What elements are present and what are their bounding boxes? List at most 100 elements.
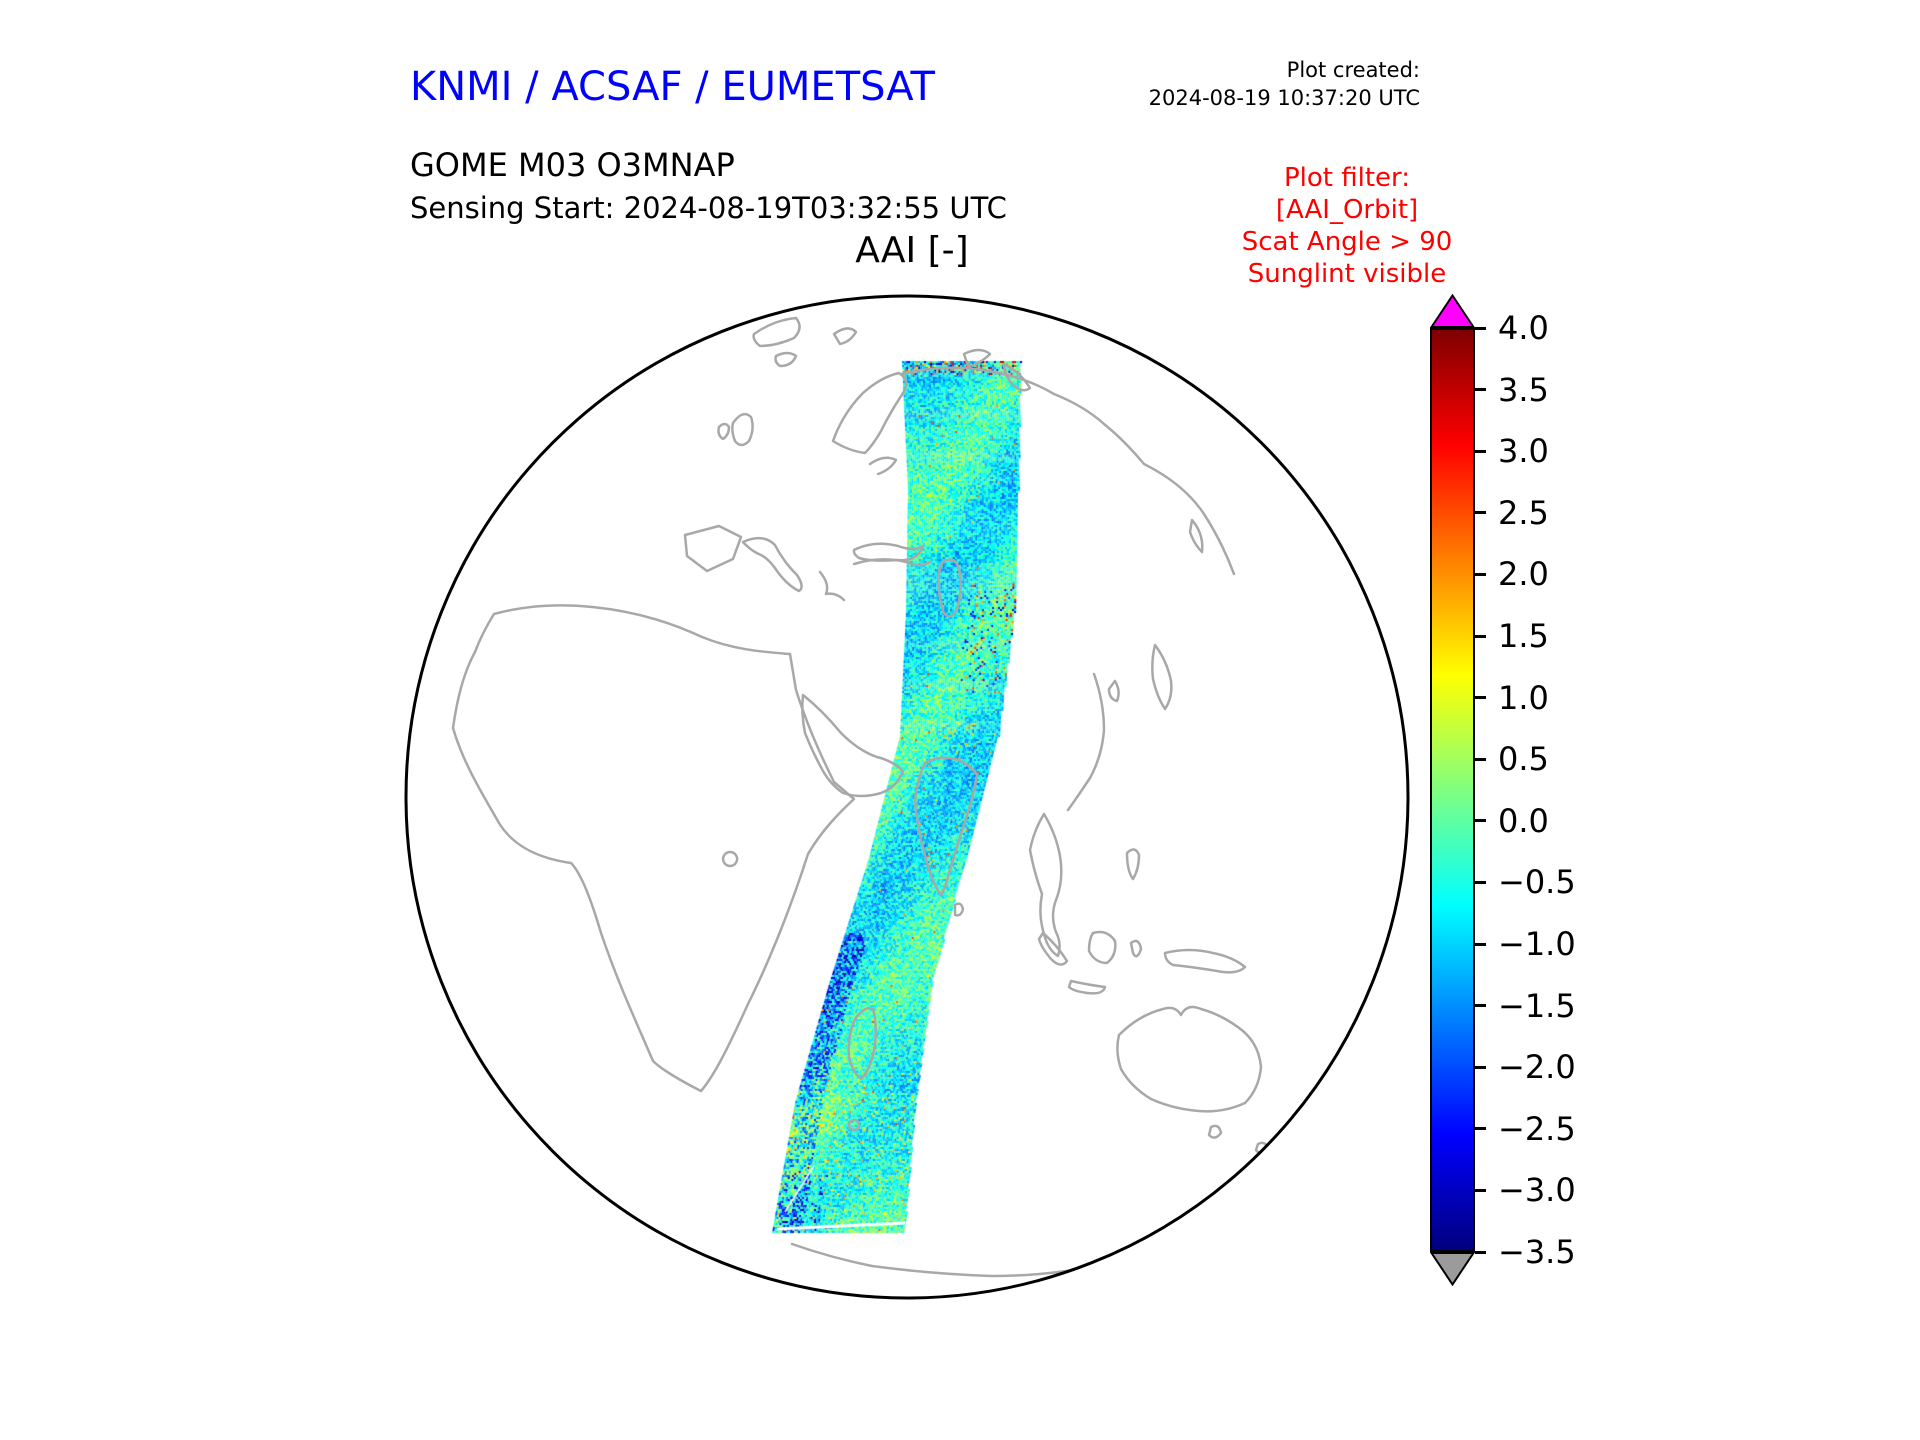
plot-created: Plot created: 2024-08-19 10:37:20 UTC bbox=[1149, 56, 1420, 112]
coast-ireland bbox=[717, 422, 731, 441]
colorbar-tick: 2.0 bbox=[1475, 555, 1549, 593]
colorbar-tick-label: −1.5 bbox=[1498, 986, 1576, 1025]
colorbar-tick-label: 2.0 bbox=[1498, 555, 1549, 594]
header-title: KNMI / ACSAF / EUMETSAT bbox=[410, 64, 935, 110]
colorbar-tick: −3.5 bbox=[1475, 1233, 1576, 1271]
colorbar-tick-label: −3.5 bbox=[1498, 1233, 1576, 1271]
colorbar-tick-mark bbox=[1475, 1250, 1486, 1254]
coast-island-dot bbox=[847, 1118, 861, 1132]
coast-java bbox=[1067, 979, 1107, 995]
globe-map bbox=[402, 292, 1412, 1302]
coast-siberia bbox=[900, 366, 1236, 576]
colorbar-tick-mark bbox=[1475, 942, 1486, 946]
colorbar-tick: −0.5 bbox=[1475, 863, 1576, 901]
coast-india bbox=[913, 756, 979, 897]
colorbar-tick: 0.5 bbox=[1475, 740, 1549, 778]
coast-britain bbox=[731, 412, 754, 447]
colorbar-tick: 2.5 bbox=[1475, 494, 1549, 532]
coast-korea bbox=[1107, 679, 1120, 703]
colorbar-tick-mark bbox=[1475, 1188, 1486, 1192]
plot-filter: Plot filter: [AAI_Orbit] Scat Angle > 90… bbox=[1242, 162, 1453, 290]
colorbar-tick-label: 1.5 bbox=[1498, 617, 1549, 655]
colorbar-under-arrow bbox=[1430, 1252, 1475, 1286]
colorbar-tick-mark bbox=[1475, 696, 1486, 700]
colorbar-tick-label: −2.5 bbox=[1498, 1109, 1576, 1148]
colorbar-tick-mark bbox=[1475, 757, 1486, 761]
coast-china bbox=[1066, 672, 1106, 812]
plot-created-label: Plot created: bbox=[1286, 58, 1420, 82]
coast-madagascar bbox=[847, 1006, 877, 1081]
coast-italy bbox=[741, 536, 803, 593]
colorbar-tick: −3.0 bbox=[1475, 1171, 1576, 1209]
coast-black-sea bbox=[852, 542, 925, 562]
coast-baltic bbox=[868, 456, 898, 476]
colorbar-tick-label: 4.0 bbox=[1498, 309, 1549, 347]
coast-caspian-sea bbox=[937, 558, 962, 618]
colorbar-tick-mark bbox=[1475, 880, 1486, 884]
colorbar-tick-label: 0.0 bbox=[1498, 801, 1549, 840]
colorbar-tick: 4.0 bbox=[1475, 309, 1549, 347]
colorbar-tick-mark bbox=[1475, 1127, 1486, 1131]
colorbar-gradient bbox=[1430, 328, 1475, 1252]
coast-greenland bbox=[752, 316, 801, 348]
coast-antarctica bbox=[790, 1242, 1098, 1278]
plot-filter-line: Sunglint visible bbox=[1247, 259, 1447, 289]
colorbar-tick: 1.5 bbox=[1475, 617, 1549, 655]
sensing-start: Sensing Start: 2024-08-19T03:32:55 UTC bbox=[410, 191, 1007, 225]
plot-created-value: 2024-08-19 10:37:20 UTC bbox=[1148, 86, 1420, 110]
coast-franz-josef bbox=[962, 348, 992, 368]
coast-greece bbox=[818, 570, 846, 602]
colorbar-tick-label: 3.0 bbox=[1498, 432, 1549, 471]
colorbar-tick-label: −3.0 bbox=[1498, 1171, 1576, 1210]
colorbar-tick-label: −0.5 bbox=[1498, 863, 1576, 902]
coast-svalbard bbox=[832, 327, 858, 346]
coast-tasmania bbox=[1207, 1124, 1223, 1139]
coast-japan bbox=[1151, 643, 1173, 711]
colorbar-tick-label: 3.5 bbox=[1498, 370, 1549, 409]
colorbar-tick: 3.5 bbox=[1475, 371, 1549, 409]
colorbar-tick-mark bbox=[1475, 511, 1486, 515]
coast-sri-lanka bbox=[953, 902, 965, 917]
colorbar-tick-mark bbox=[1475, 1065, 1486, 1069]
coast-lake-victoria bbox=[721, 850, 739, 868]
colorbar-tick: 1.0 bbox=[1475, 679, 1549, 717]
map-title: AAI [-] bbox=[855, 230, 969, 271]
colorbar-tick: 3.0 bbox=[1475, 432, 1549, 470]
colorbar-tick: 0.0 bbox=[1475, 802, 1549, 840]
swath-canvas bbox=[402, 292, 1412, 1302]
colorbar-tick-label: −1.0 bbox=[1498, 925, 1576, 963]
plot-filter-line: Plot filter: bbox=[1283, 163, 1411, 193]
colorbar-tick-mark bbox=[1475, 449, 1486, 453]
colorbar-tick-mark bbox=[1475, 1004, 1486, 1008]
coast-indochina bbox=[1028, 812, 1063, 958]
colorbar-tick: −1.5 bbox=[1475, 987, 1576, 1025]
coast-sumatra bbox=[1037, 931, 1069, 966]
product-name: GOME M03 O3MNAP bbox=[410, 146, 735, 184]
colorbar-tick: −2.0 bbox=[1475, 1048, 1576, 1086]
coast-arabia bbox=[801, 693, 905, 798]
coast-kamchatka bbox=[1188, 518, 1204, 554]
plot-filter-line: Scat Angle > 90 bbox=[1241, 227, 1453, 257]
coastlines bbox=[451, 316, 1270, 1278]
coast-borneo bbox=[1087, 930, 1117, 965]
colorbar-tick-label: 0.5 bbox=[1498, 740, 1549, 779]
coast-iberia bbox=[683, 524, 743, 573]
colorbar-tick-label: 2.5 bbox=[1498, 493, 1549, 532]
colorbar-tick-mark bbox=[1475, 572, 1486, 576]
coast-sulawesi bbox=[1129, 939, 1143, 958]
coast-philippines bbox=[1125, 848, 1141, 881]
colorbar-tick: −2.5 bbox=[1475, 1110, 1576, 1148]
coast-africa bbox=[451, 604, 856, 1093]
colorbar: 4.0 3.5 3.0 2.5 2.0 1.5 1.0 0.5 0.0 −0.5 −1.0 −1.5 −… bbox=[1430, 294, 1576, 1298]
coast-new-guinea bbox=[1163, 948, 1247, 974]
coast-iceland bbox=[774, 351, 798, 368]
colorbar-over-arrow bbox=[1430, 294, 1475, 328]
colorbar-tick-mark bbox=[1475, 634, 1486, 638]
plot-filter-line: [AAI_Orbit] bbox=[1275, 195, 1419, 225]
colorbar-tick-label: 1.0 bbox=[1498, 678, 1549, 717]
colorbar-tick-mark bbox=[1475, 388, 1486, 392]
colorbar-tick-mark bbox=[1475, 326, 1486, 330]
colorbar-tick-mark bbox=[1475, 819, 1486, 823]
colorbar-tick: −1.0 bbox=[1475, 925, 1576, 963]
